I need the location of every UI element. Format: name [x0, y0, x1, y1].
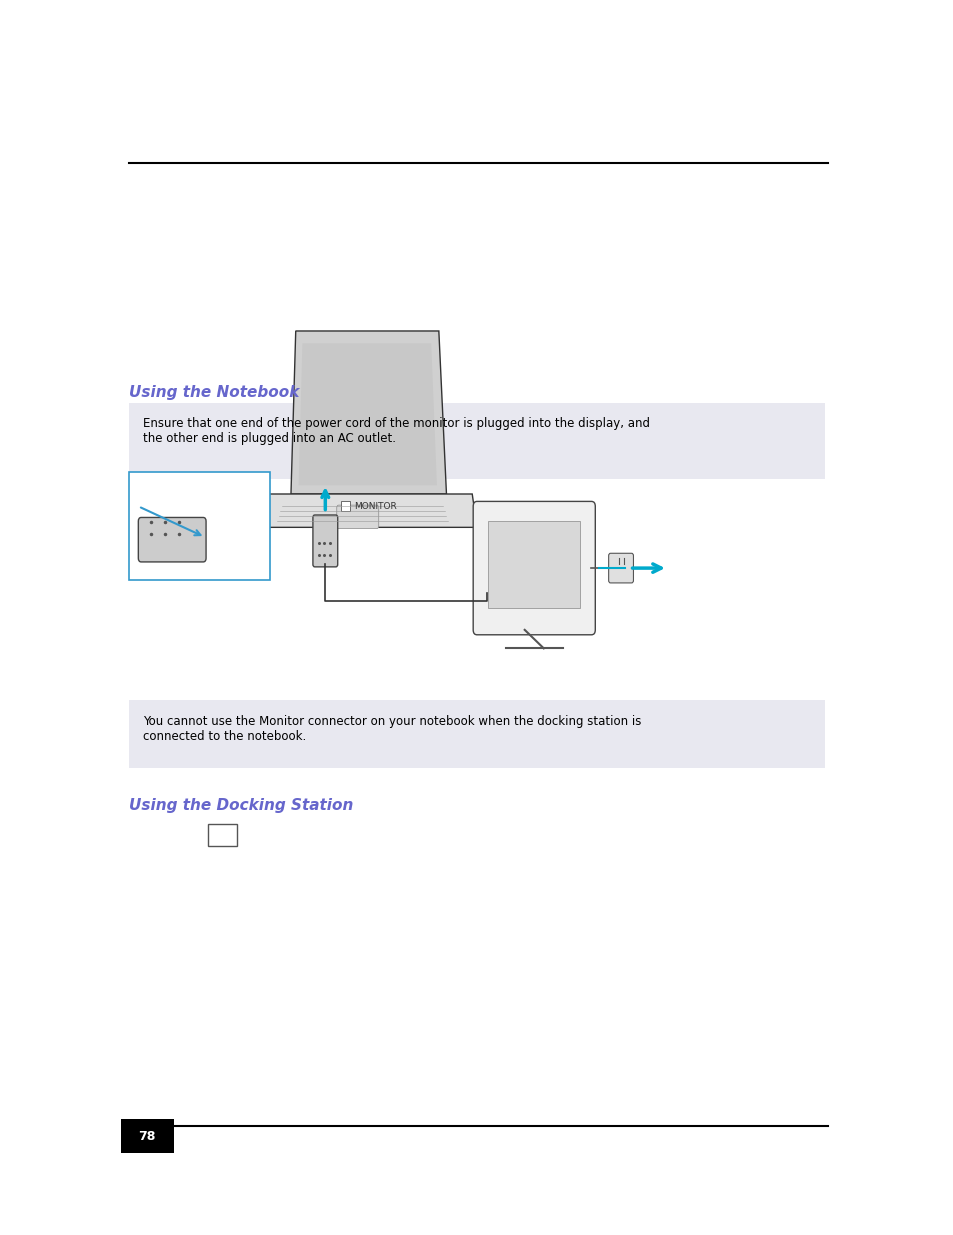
Text: Using the Docking Station: Using the Docking Station — [129, 798, 353, 813]
FancyBboxPatch shape — [208, 824, 236, 846]
FancyBboxPatch shape — [473, 501, 595, 635]
Text: MONITOR: MONITOR — [354, 501, 396, 511]
Text: Ensure that one end of the power cord of the monitor is plugged into the display: Ensure that one end of the power cord of… — [143, 417, 649, 446]
Text: Using the Notebook: Using the Notebook — [129, 385, 299, 400]
FancyBboxPatch shape — [138, 517, 206, 562]
FancyBboxPatch shape — [488, 521, 579, 608]
FancyBboxPatch shape — [313, 515, 337, 567]
FancyBboxPatch shape — [121, 1119, 173, 1153]
Text: You cannot use the Monitor connector on your notebook when the docking station i: You cannot use the Monitor connector on … — [143, 715, 640, 743]
FancyBboxPatch shape — [336, 505, 378, 529]
Polygon shape — [298, 343, 436, 485]
FancyBboxPatch shape — [608, 553, 633, 583]
Polygon shape — [291, 331, 446, 494]
Text: 78: 78 — [138, 1130, 155, 1142]
FancyBboxPatch shape — [340, 501, 350, 511]
Polygon shape — [257, 494, 476, 527]
FancyBboxPatch shape — [129, 700, 824, 768]
FancyBboxPatch shape — [129, 472, 270, 580]
FancyBboxPatch shape — [129, 403, 824, 479]
